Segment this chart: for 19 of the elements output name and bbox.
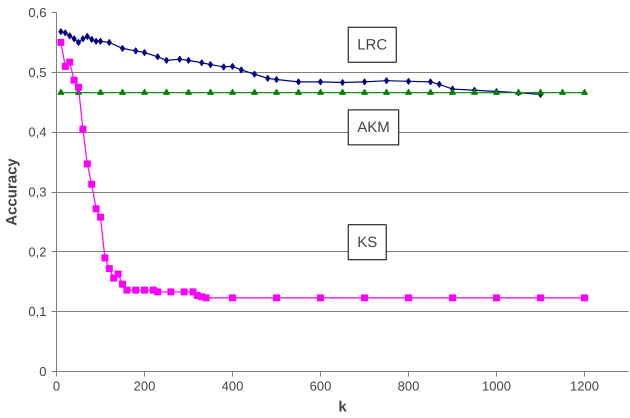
x-tick-label: 800	[398, 378, 420, 394]
x-tick-label: 1200	[570, 378, 599, 394]
y-tick-label: 0,4	[28, 124, 47, 140]
y-tick-label: 0,5	[28, 64, 47, 80]
series-label: AKM	[357, 118, 390, 136]
y-tick-label: 0	[39, 364, 47, 379]
x-tick-label: 1000	[482, 378, 511, 394]
y-tick-label: 0,6	[28, 5, 47, 20]
x-tick-label: 600	[310, 378, 332, 394]
text: KS	[357, 234, 378, 251]
x-axis-title: k	[338, 398, 348, 416]
x-tick-label: 200	[134, 378, 156, 394]
y-tick-label: 0,3	[28, 184, 47, 200]
x-tick-label: 400	[222, 378, 244, 394]
y-tick-label: 0,2	[28, 244, 47, 260]
y-axis-title: Accuracy	[3, 158, 20, 226]
series-label: LRC	[357, 36, 388, 54]
y-tick-label: 0,1	[28, 304, 47, 320]
x-tick-label: 0	[52, 378, 60, 394]
